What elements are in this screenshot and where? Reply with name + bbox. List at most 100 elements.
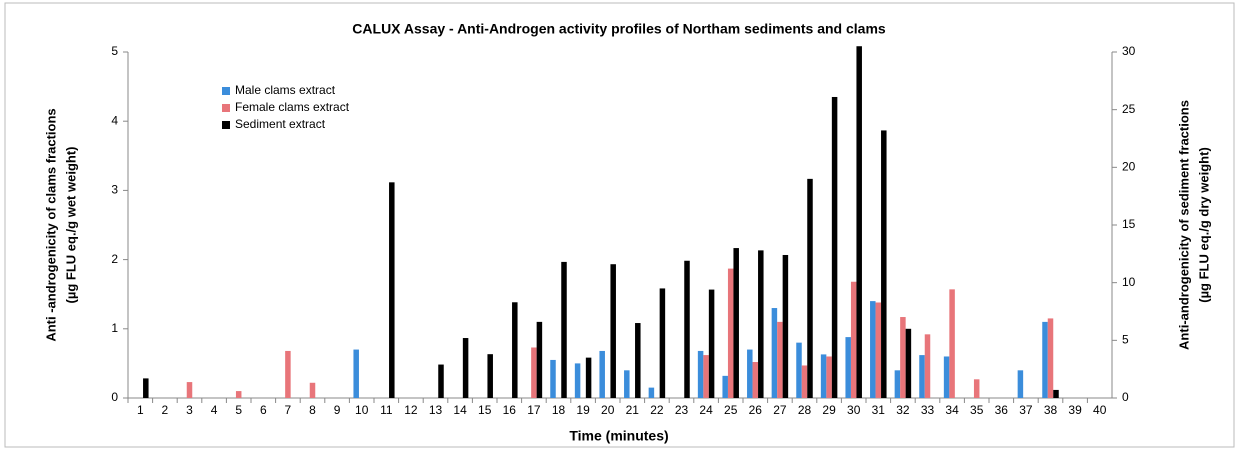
bar xyxy=(875,302,882,398)
bar xyxy=(235,391,242,398)
y2-axis-title: Anti-androgenicity of sediment fractions… xyxy=(1176,100,1211,350)
legend-swatch xyxy=(222,104,230,112)
bar xyxy=(143,378,149,398)
x-tick-label: 19 xyxy=(576,403,590,417)
x-tick-label: 7 xyxy=(285,403,292,417)
bar xyxy=(309,382,316,398)
bar xyxy=(924,334,931,398)
x-tick-label: 14 xyxy=(453,403,467,417)
y2-tick-label: 5 xyxy=(1122,333,1129,347)
bar xyxy=(487,354,493,398)
legend-label: Male clams extract xyxy=(235,83,336,97)
bar xyxy=(722,375,728,398)
legend-label: Sediment extract xyxy=(235,117,326,131)
bar xyxy=(635,323,641,398)
y2-tick-label: 10 xyxy=(1122,275,1136,289)
x-tick-label: 29 xyxy=(822,403,836,417)
bar xyxy=(697,350,704,398)
x-tick-label: 28 xyxy=(798,403,812,417)
y2-tick-label: 20 xyxy=(1122,160,1136,174)
x-tick-label: 15 xyxy=(478,403,492,417)
bar xyxy=(599,350,605,398)
x-tick-label: 16 xyxy=(503,403,517,417)
x-tick-label: 21 xyxy=(626,403,640,417)
bar xyxy=(727,268,734,398)
x-axis-title: Time (minutes) xyxy=(569,428,668,444)
x-tick-label: 32 xyxy=(896,403,910,417)
x-tick-label: 39 xyxy=(1068,403,1082,417)
y-tick-label: 5 xyxy=(111,44,118,58)
bar xyxy=(708,289,715,398)
chart-title: CALUX Assay - Anti-Androgen activity pro… xyxy=(352,21,886,37)
x-tick-label: 27 xyxy=(773,403,787,417)
x-tick-label: 31 xyxy=(872,403,886,417)
bar xyxy=(1053,389,1059,398)
y-axis-title: Anti -androgenicity of clams fractions (… xyxy=(43,108,78,341)
frame xyxy=(4,2,1235,448)
bar xyxy=(949,289,955,398)
bar xyxy=(856,46,862,398)
x-tick-label: 24 xyxy=(699,403,713,417)
bar xyxy=(905,328,912,398)
bar xyxy=(850,281,857,398)
bar xyxy=(703,355,709,398)
y-tick-label: 4 xyxy=(111,113,118,127)
x-tick-label: 5 xyxy=(235,403,242,417)
bar xyxy=(186,382,193,398)
bar xyxy=(438,364,444,398)
y-tick-label: 3 xyxy=(111,183,118,197)
legend-swatch xyxy=(222,121,230,129)
bar xyxy=(973,379,980,398)
bar xyxy=(1047,318,1054,398)
bar xyxy=(801,365,808,398)
bar xyxy=(733,248,739,398)
bar xyxy=(1042,321,1048,398)
bar xyxy=(807,178,813,398)
bar xyxy=(881,130,887,398)
bar xyxy=(777,321,783,398)
x-tick-label: 3 xyxy=(186,403,193,417)
x-tick-label: 30 xyxy=(847,403,861,417)
bar xyxy=(610,264,616,398)
y2-axis-title-line: Anti-androgenicity of sediment fractions xyxy=(1176,100,1191,350)
x-tick-label: 13 xyxy=(429,403,443,417)
x-tick-label: 12 xyxy=(404,403,418,417)
bar xyxy=(752,362,759,398)
y-axis-title-line: (µg FLU eq./g wet weight) xyxy=(63,147,78,304)
bar xyxy=(796,342,802,398)
bar xyxy=(870,301,876,398)
bar xyxy=(536,321,543,398)
bar xyxy=(462,338,469,398)
x-tick-label: 9 xyxy=(334,403,341,417)
x-tick-label: 25 xyxy=(724,403,738,417)
legend-swatch xyxy=(222,87,230,95)
bar xyxy=(624,370,630,398)
y-axis-title-line: Anti -androgenicity of clams fractions xyxy=(43,108,58,341)
bar xyxy=(684,260,690,398)
bar xyxy=(758,250,764,398)
x-tick-label: 22 xyxy=(650,403,664,417)
x-tick-label: 4 xyxy=(211,403,218,417)
bar xyxy=(648,387,655,398)
y2-axis-title-line: (µg FLU eq./g dry weight) xyxy=(1196,147,1211,303)
x-tick-label: 17 xyxy=(527,403,541,417)
bar xyxy=(826,356,832,398)
y-tick-label: 2 xyxy=(111,252,118,266)
x-tick-label: 11 xyxy=(380,403,393,417)
y2-tick-label: 30 xyxy=(1122,44,1136,58)
y-tick-label: 1 xyxy=(111,321,118,335)
y2-tick-label: 0 xyxy=(1122,390,1129,404)
bar xyxy=(512,302,518,398)
x-tick-label: 23 xyxy=(675,403,689,417)
bar xyxy=(1017,370,1024,398)
x-tick-label: 34 xyxy=(945,403,959,417)
bar xyxy=(531,347,537,398)
x-tick-label: 6 xyxy=(260,403,267,417)
bar xyxy=(782,254,789,398)
x-tick-label: 2 xyxy=(162,403,169,417)
x-tick-label: 10 xyxy=(355,403,369,417)
x-tick-label: 33 xyxy=(921,403,935,417)
bar xyxy=(845,337,851,398)
bar xyxy=(919,355,925,398)
